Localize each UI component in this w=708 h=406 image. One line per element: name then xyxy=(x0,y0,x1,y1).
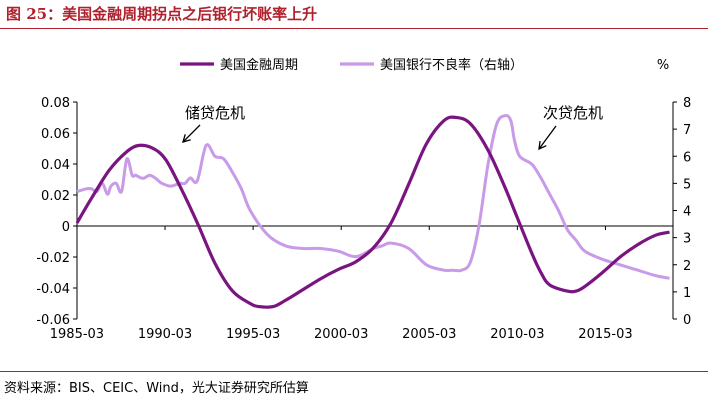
x-tick-label: 1995-03 xyxy=(226,327,280,342)
annotation-arrowhead xyxy=(538,140,547,151)
x-tick-label: 2000-03 xyxy=(314,327,368,342)
annotation-arrow xyxy=(182,124,201,143)
right-tick-label: 2 xyxy=(683,259,691,274)
right-tick-label: 6 xyxy=(683,150,691,165)
x-tick-label: 2010-03 xyxy=(490,327,544,342)
right-tick-label: 3 xyxy=(683,232,691,247)
series-layer xyxy=(75,114,670,309)
right-tick-label: 7 xyxy=(683,123,691,138)
right-tick-label: 0 xyxy=(683,313,691,328)
annotation-label: 次贷危机 xyxy=(543,104,603,122)
left-tick-label: 0.06 xyxy=(41,127,70,142)
left-tick-label: 0.02 xyxy=(41,189,70,204)
source-note: 资料来源：BIS、CEIC、Wind，光大证券研究所估算 xyxy=(4,381,309,396)
left-tick-label: 0 xyxy=(62,220,70,235)
left-tick-label: -0.06 xyxy=(36,313,70,328)
series-line-npl-ratio xyxy=(76,114,670,280)
right-tick-label: 1 xyxy=(683,286,691,301)
source-divider xyxy=(0,371,708,372)
left-tick-label: 0.04 xyxy=(41,158,70,173)
right-tick-label: 4 xyxy=(683,205,691,220)
legend: 美国金融周期 美国银行不良率（右轴） xyxy=(180,57,523,73)
legend-label-npl-ratio: 美国银行不良率（右轴） xyxy=(380,57,523,73)
right-axis-unit: % xyxy=(657,58,669,73)
annotation-label: 储贷危机 xyxy=(185,104,245,122)
x-tick-label: 1990-03 xyxy=(138,327,192,342)
x-tick-label: 2015-03 xyxy=(578,327,632,342)
left-tick-label: -0.04 xyxy=(36,282,70,297)
right-tick-label: 5 xyxy=(683,177,691,192)
annotations: 储贷危机 次贷危机 xyxy=(182,104,603,151)
title-bar: 图 25：美国金融周期拐点之后银行坏账率上升 xyxy=(0,0,708,28)
legend-label-financial-cycle: 美国金融周期 xyxy=(220,57,298,73)
x-tick-label: 1985-03 xyxy=(50,327,104,342)
right-tick-label: 8 xyxy=(683,96,691,111)
left-tick-label: -0.02 xyxy=(36,251,70,266)
series-line-financial-cycle xyxy=(75,115,670,309)
chart: 美国金融周期 美国银行不良率（右轴） % 0.08 0.06 0.04 0.02 0 -0… xyxy=(36,57,691,342)
left-tick-label: 0.08 xyxy=(41,96,70,111)
annotation-arrow xyxy=(538,125,557,150)
axes: 0.08 0.06 0.04 0.02 0 -0.02 -0.04 -0.06 8 7 6 5 4 3 2 1… xyxy=(36,96,691,342)
x-tick-label: 2005-03 xyxy=(402,327,456,342)
figure-title: 图 25：美国金融周期拐点之后银行坏账率上升 xyxy=(6,5,318,23)
annotation-arrowhead xyxy=(182,134,191,143)
title-divider xyxy=(0,28,708,29)
